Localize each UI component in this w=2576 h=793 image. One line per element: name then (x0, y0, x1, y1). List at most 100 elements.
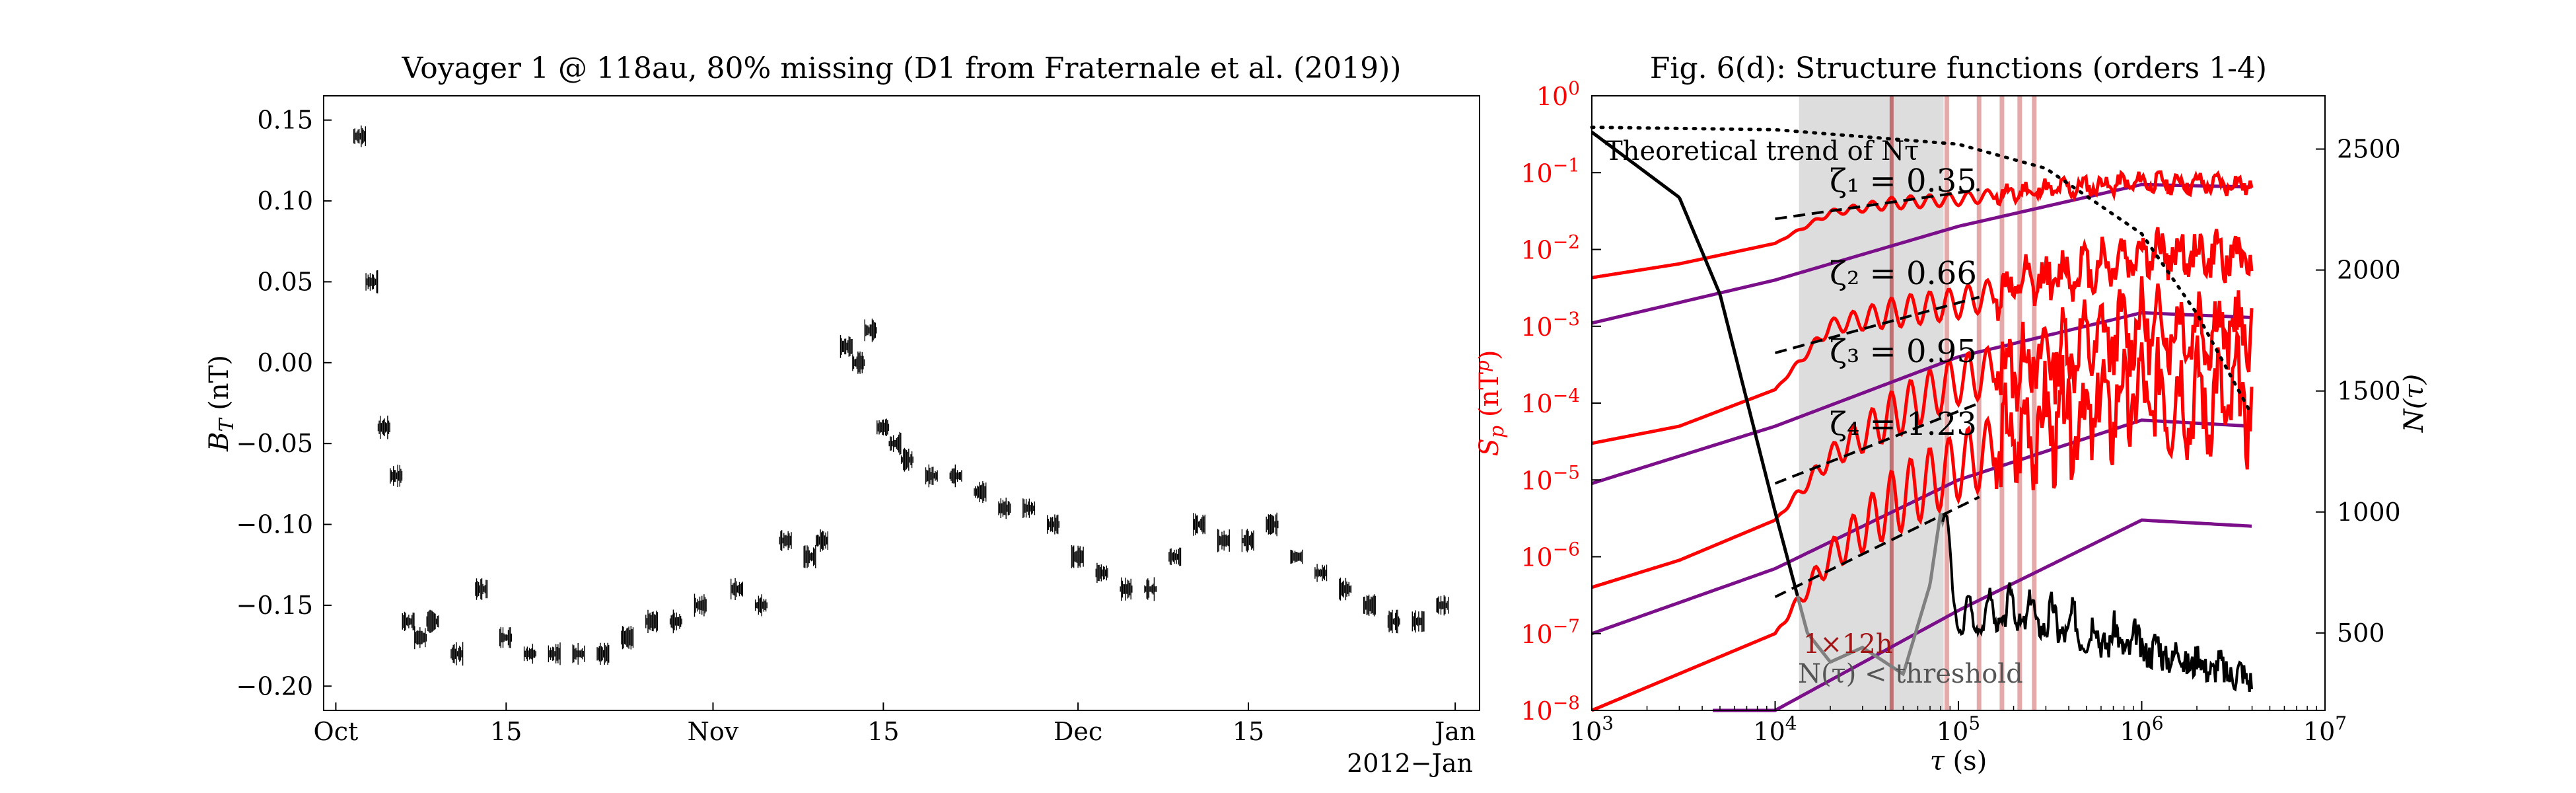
bt-data-segment (1436, 595, 1449, 616)
sf-red-order-1 (1591, 169, 2254, 280)
bt-data-segment (888, 432, 902, 455)
bt-data-segment (1168, 547, 1182, 566)
left-x-tick-label: 15 (1233, 717, 1264, 746)
bt-data-segment (414, 626, 427, 650)
bt-data-segment (816, 529, 828, 552)
left-x-tick-label: Dec (1054, 717, 1102, 746)
n-tau-curve-long-lag (1941, 512, 2253, 693)
log-tick-label: 10−5 (1521, 461, 1580, 495)
bt-data-segment (426, 609, 439, 633)
threshold-shaded-region (1799, 96, 1944, 710)
log-tick-label: 104 (1753, 712, 1797, 746)
bt-data-segment (450, 642, 464, 666)
bt-data-segment (754, 594, 768, 617)
bt-data-segment (1266, 512, 1279, 537)
log-tick-label: 107 (2303, 712, 2347, 746)
zeta2-label: ζ₂ = 0.66 (1830, 255, 1977, 292)
theoretical-trend-label: Theoretical trend of Nτ (1605, 136, 1919, 167)
bt-data-segment (1363, 594, 1376, 617)
bt-data-segment (523, 644, 536, 664)
bt-data-segment (694, 593, 707, 617)
left-chart: Voyager 1 @ 118au, 80% missing (D1 from … (204, 52, 1480, 778)
sf-red-order-2 (1591, 227, 2254, 445)
bt-data-segment (840, 334, 853, 358)
bt-data-segment (1120, 577, 1133, 601)
bt-data-segment (925, 464, 938, 488)
left-y-tick-label: 0.05 (257, 267, 313, 296)
bt-data-segment (669, 609, 682, 634)
left-y-tick-label: −0.20 (236, 671, 313, 700)
fit-line-order-2 (1774, 295, 1980, 354)
log-tick-label: 100 (1536, 77, 1580, 111)
bt-data-segment (475, 578, 488, 600)
bt-data-segment (548, 642, 561, 665)
bt-data-segment (1241, 529, 1254, 552)
bt-data-segment (1193, 513, 1205, 536)
bt-data-segment (1022, 498, 1036, 518)
log-tick-label: 10−7 (1521, 615, 1580, 649)
sf-red-order-3 (1591, 276, 2254, 589)
sf-purple-order-4 (1713, 518, 2252, 712)
bt-data-segment (596, 642, 610, 665)
bt-data-segment (621, 626, 634, 650)
left-y-tick-label: −0.10 (236, 510, 313, 539)
right-y2-tick-label: 500 (2337, 619, 2385, 648)
left-x-tick-label: Jan (1432, 717, 1476, 746)
bt-data-segment (852, 351, 865, 374)
bt-data-segment (864, 319, 877, 342)
bt-data-segment (402, 611, 415, 631)
log-tick-label: 10−4 (1521, 385, 1580, 418)
left-y-tick-label: −0.15 (236, 591, 313, 620)
log-tick-label: 105 (1937, 712, 1980, 746)
bt-data-segment (779, 530, 792, 551)
right-y2-tick-label: 1000 (2337, 498, 2401, 527)
bt-data-segment (377, 415, 390, 439)
left-x-offset-label: 2012−Jan (1347, 749, 1473, 778)
bt-data-segment (998, 498, 1011, 519)
sf-purple-order-1 (1591, 182, 2252, 325)
bt-data-segment (1217, 529, 1230, 552)
bt-data-segment (499, 626, 512, 648)
threshold-label: N(τ) < threshold (1798, 659, 2023, 689)
left-x-tick-label: 15 (867, 717, 899, 746)
zeta4-label: ζ₄ = 1.23 (1830, 406, 1977, 443)
bt-data-segment (645, 609, 659, 633)
bt-data-segment (365, 270, 378, 293)
right-y2-tick-label: 2000 (2337, 256, 2401, 285)
log-tick-label: 106 (2120, 712, 2163, 746)
right-chart: Fig. 6(d): Structure functions (orders 1… (1472, 52, 2429, 776)
svg-text:Sp (nTp): Sp (nTp) (1472, 350, 1509, 457)
bt-data-segment (731, 578, 743, 600)
bt-data-segment (974, 481, 987, 504)
left-x-tick-label: Oct (314, 717, 359, 746)
bt-data-segment (1095, 562, 1108, 584)
lag-12h-label: 1×12h (1803, 629, 1893, 660)
n-tau-curve (1591, 130, 1801, 601)
log-tick-label: 10−2 (1521, 231, 1580, 265)
bt-data-segment (1047, 514, 1059, 535)
theoretical-trend-line (1590, 126, 2254, 416)
bt-data-segment (1412, 610, 1425, 633)
right-chart-title: Fig. 6(d): Structure functions (orders 1… (1650, 52, 2267, 85)
right-x-label: τ (s) (1930, 746, 1987, 776)
bt-data-segment (949, 464, 962, 488)
bt-data-segment (353, 125, 366, 147)
svg-text:N(τ): N(τ) (2399, 374, 2429, 433)
log-tick-label: 10−6 (1521, 539, 1580, 572)
bt-data-segment (803, 545, 816, 568)
log-tick-label: 10−8 (1521, 692, 1580, 726)
sf-red-order-4 (1591, 327, 2254, 712)
left-y-tick-label: 0.15 (257, 106, 313, 135)
bt-data-segment (1144, 577, 1157, 601)
bt-data-segment (1071, 545, 1084, 568)
left-x-tick-label: Nov (688, 717, 739, 746)
left-y-tick-label: 0.00 (257, 348, 313, 377)
fit-line-order-1 (1775, 188, 1980, 221)
bt-data-segment (1339, 578, 1352, 601)
log-tick-label: 10−1 (1521, 154, 1580, 188)
bt-data-segment (1387, 609, 1400, 634)
left-chart-title: Voyager 1 @ 118au, 80% missing (D1 from … (402, 52, 1402, 85)
bt-data-segment (877, 418, 890, 436)
bt-data-segment (1290, 549, 1303, 564)
left-plot-frame (323, 95, 1480, 711)
